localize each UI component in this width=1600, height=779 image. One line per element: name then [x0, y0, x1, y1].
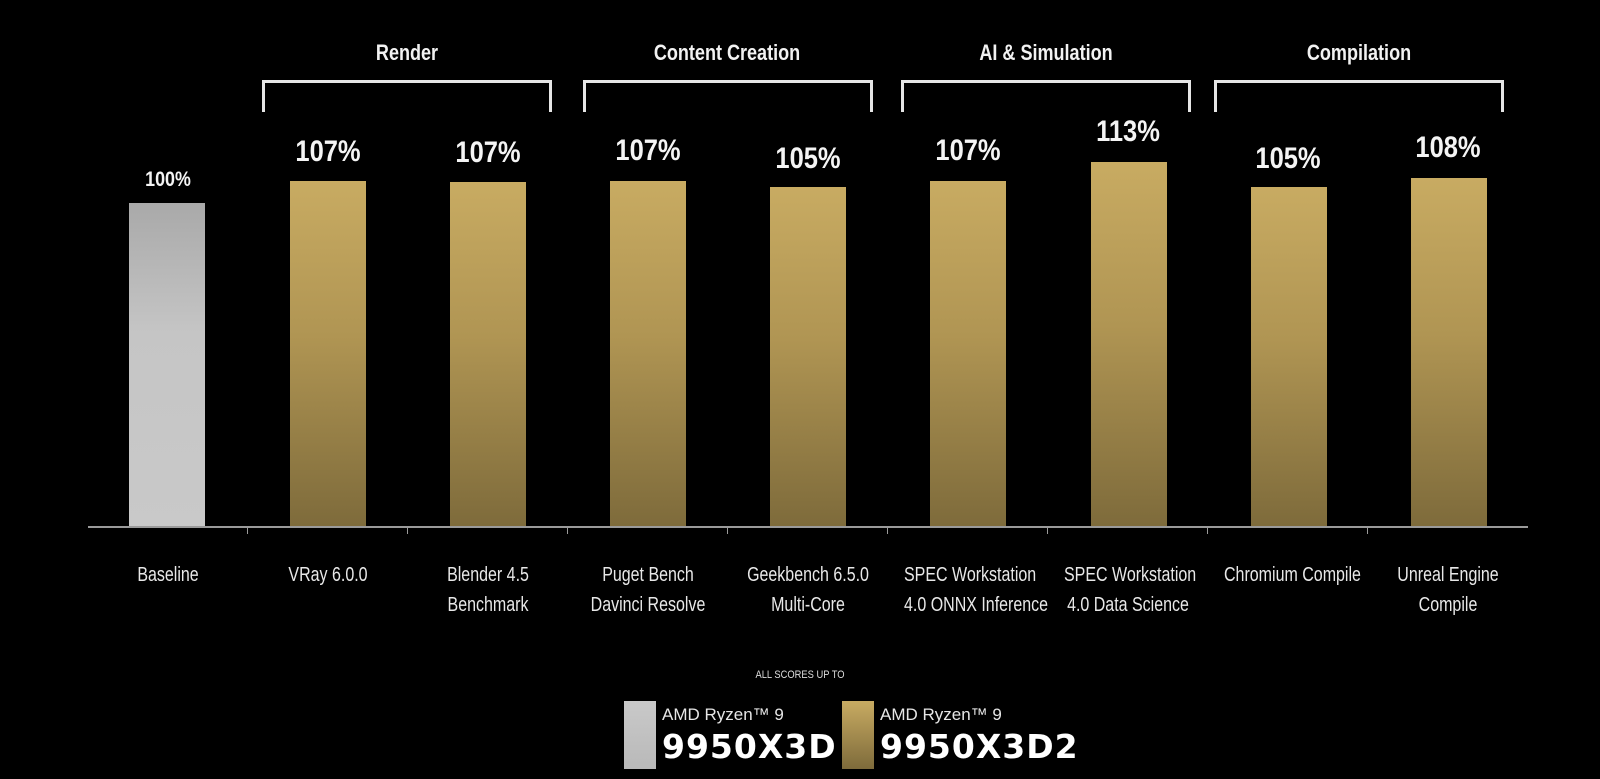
- x-label-line2: Davinci Resolve: [590, 594, 706, 616]
- x-label-line1: SPEC Workstation: [904, 564, 1037, 586]
- axis-tick: [1047, 526, 1048, 534]
- x-label-spec-onnx: SPEC Workstation 4.0 ONNX Inference: [904, 560, 1049, 620]
- legend-model: 9950X3D2: [880, 727, 1079, 766]
- x-label-chromium: Chromium Compile: [1224, 560, 1361, 590]
- x-label-baseline: Baseline: [104, 560, 232, 590]
- value-label-chromium: 105%: [1255, 142, 1321, 175]
- group-bracket-compilation: [1214, 80, 1504, 112]
- x-label-line1: Blender 4.5: [447, 564, 529, 586]
- x-label-line1: Chromium Compile: [1224, 564, 1361, 586]
- x-label-line2: Compile: [1418, 594, 1478, 616]
- axis-tick: [887, 526, 888, 534]
- bar-puget: [610, 181, 686, 526]
- bar-blender: [450, 182, 526, 526]
- x-axis-line: [88, 526, 1528, 528]
- bar-geekbench: [770, 187, 846, 526]
- x-label-puget: Puget Bench Davinci Resolve: [584, 560, 712, 620]
- x-label-line2: Multi-Core: [771, 594, 845, 616]
- bar-spec-datasci: [1091, 162, 1167, 526]
- bar-baseline: [129, 203, 205, 526]
- x-label-spec-datasci: SPEC Workstation 4.0 Data Science: [1064, 560, 1197, 620]
- bar-vray: [290, 181, 366, 526]
- axis-tick: [407, 526, 408, 534]
- x-label-line1: Unreal Engine: [1397, 564, 1499, 586]
- x-label-line1: SPEC Workstation: [1064, 564, 1197, 586]
- legend-model: 9950X3D: [662, 727, 837, 766]
- x-label-geekbench: Geekbench 6.5.0 Multi-Core: [744, 560, 872, 620]
- value-label-spec-datasci: 113%: [1096, 115, 1160, 148]
- axis-tick: [727, 526, 728, 534]
- value-label-baseline: 100%: [145, 168, 191, 191]
- bar-chromium: [1251, 187, 1327, 526]
- value-label-blender: 107%: [455, 136, 521, 169]
- axis-tick: [567, 526, 568, 534]
- x-label-line2: 4.0 ONNX Inference: [904, 594, 1049, 616]
- bar-spec-onnx: [930, 181, 1006, 526]
- x-label-line1: Baseline: [137, 564, 199, 586]
- value-label-unreal: 108%: [1415, 131, 1481, 164]
- axis-tick: [1367, 526, 1368, 534]
- x-label-line2: 4.0 Data Science: [1067, 594, 1189, 616]
- legend-brand: AMD Ryzen™ 9: [880, 705, 1002, 724]
- x-label-line1: Puget Bench: [602, 564, 694, 586]
- group-label-content-creation: Content Creation: [653, 40, 801, 65]
- axis-tick: [1207, 526, 1208, 534]
- scores-note: ALL SCORES UP TO: [755, 669, 845, 681]
- x-label-line2: Benchmark: [447, 594, 529, 616]
- group-bracket-ai-simulation: [901, 80, 1191, 112]
- group-label-render: Render: [375, 40, 439, 65]
- group-bracket-render: [262, 80, 552, 112]
- x-label-line1: Geekbench 6.5.0: [747, 564, 869, 586]
- legend-brand: AMD Ryzen™ 9: [662, 705, 784, 724]
- x-label-vray: VRay 6.0.0: [264, 560, 392, 590]
- x-label-blender: Blender 4.5 Benchmark: [424, 560, 552, 620]
- value-label-geekbench: 105%: [775, 142, 841, 175]
- group-label-ai-simulation: AI & Simulation: [979, 40, 1113, 65]
- group-bracket-content-creation: [583, 80, 873, 112]
- value-label-vray: 107%: [295, 135, 361, 168]
- x-label-unreal: Unreal Engine Compile: [1384, 560, 1512, 620]
- value-label-puget: 107%: [615, 134, 681, 167]
- bar-unreal: [1411, 178, 1487, 526]
- legend-swatch-gold: [842, 701, 874, 769]
- x-label-line1: VRay 6.0.0: [288, 564, 368, 586]
- group-label-compilation: Compilation: [1306, 40, 1412, 65]
- axis-tick: [247, 526, 248, 534]
- value-label-spec-onnx: 107%: [935, 134, 1001, 167]
- legend-swatch-grey: [624, 701, 656, 769]
